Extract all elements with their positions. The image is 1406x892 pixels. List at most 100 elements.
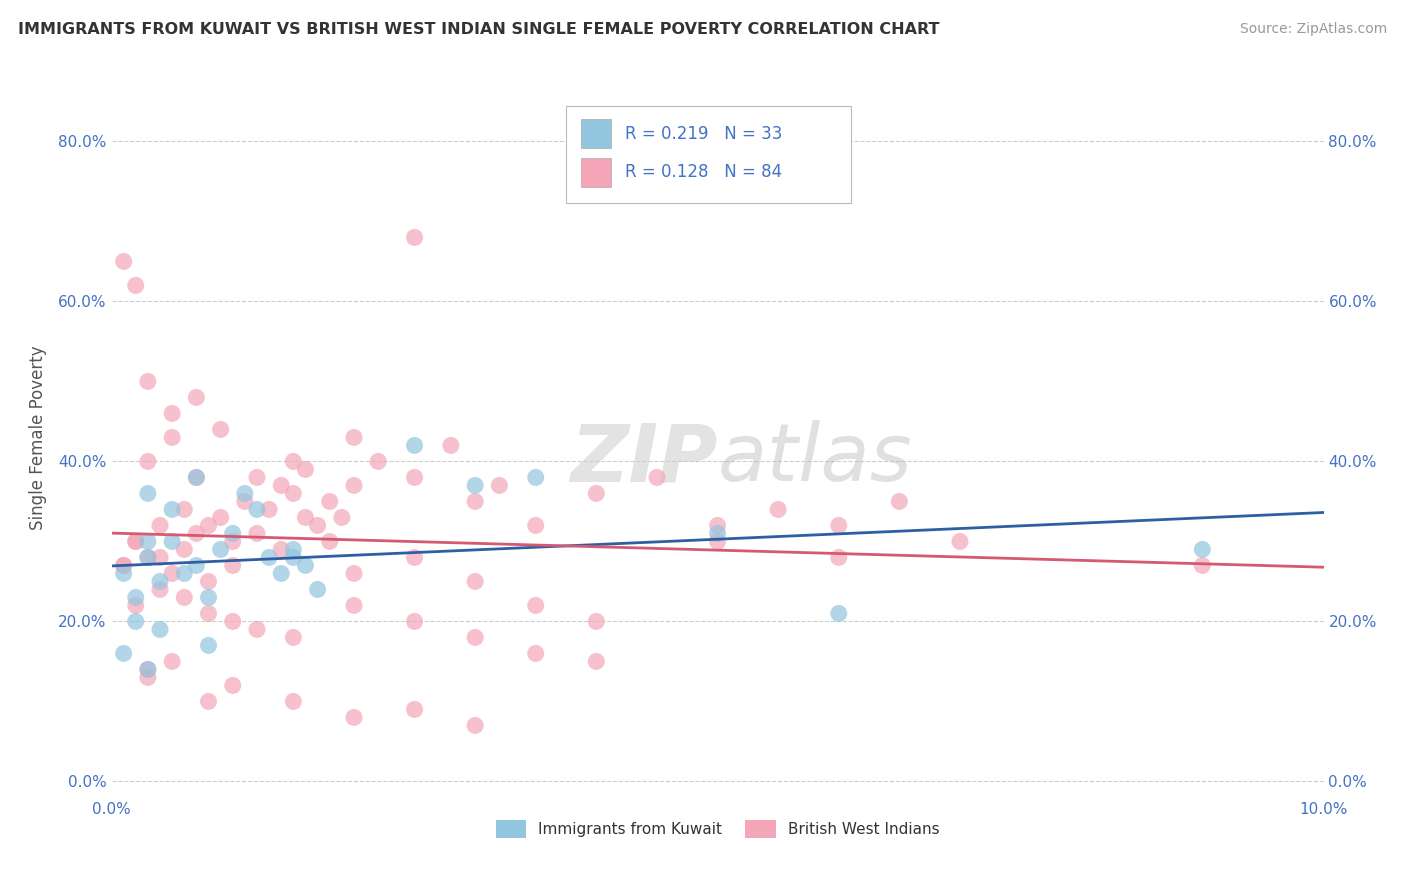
Point <box>828 518 851 533</box>
Point <box>318 534 340 549</box>
Point <box>186 558 208 573</box>
Point <box>222 678 245 692</box>
Point <box>294 558 316 573</box>
Point <box>706 518 728 533</box>
Point <box>186 526 208 541</box>
Point <box>186 470 208 484</box>
Point <box>125 591 148 605</box>
Text: R = 0.128   N = 84: R = 0.128 N = 84 <box>626 163 783 181</box>
Text: atlas: atlas <box>717 420 912 498</box>
Point <box>307 518 329 533</box>
Point <box>706 534 728 549</box>
Point <box>173 542 195 557</box>
Point <box>404 470 426 484</box>
Point <box>160 502 183 516</box>
Text: R = 0.219   N = 33: R = 0.219 N = 33 <box>626 125 783 143</box>
Text: Source: ZipAtlas.com: Source: ZipAtlas.com <box>1240 22 1388 37</box>
Point <box>209 510 232 524</box>
Point <box>149 574 172 589</box>
Point <box>197 518 219 533</box>
Point <box>136 662 159 676</box>
Point <box>112 254 135 268</box>
Point <box>233 494 256 508</box>
Point <box>197 694 219 708</box>
Legend: Immigrants from Kuwait, British West Indians: Immigrants from Kuwait, British West Ind… <box>489 814 946 844</box>
Point <box>125 534 148 549</box>
Point <box>222 534 245 549</box>
Point <box>367 454 389 468</box>
Point <box>149 623 172 637</box>
Point <box>464 718 486 732</box>
Bar <box>581 120 610 148</box>
Point <box>283 694 305 708</box>
Point <box>766 502 789 516</box>
Point <box>233 486 256 500</box>
Point <box>173 566 195 581</box>
Point <box>136 670 159 684</box>
Point <box>270 566 292 581</box>
Point <box>706 526 728 541</box>
Point <box>585 655 607 669</box>
Point <box>307 582 329 597</box>
Bar <box>581 158 610 187</box>
Point <box>464 478 486 492</box>
Point <box>197 574 219 589</box>
Point <box>440 438 463 452</box>
Point <box>160 407 183 421</box>
Point <box>464 574 486 589</box>
Point <box>246 502 269 516</box>
Point <box>186 470 208 484</box>
Point <box>585 615 607 629</box>
Point <box>149 518 172 533</box>
Point <box>404 230 426 244</box>
Point <box>125 534 148 549</box>
Point <box>149 582 172 597</box>
Point <box>270 478 292 492</box>
Point <box>197 607 219 621</box>
Point <box>343 599 366 613</box>
Point <box>524 470 547 484</box>
Point <box>343 710 366 724</box>
Point <box>246 470 269 484</box>
Point <box>112 558 135 573</box>
Point <box>186 391 208 405</box>
Point <box>136 662 159 676</box>
Point <box>160 655 183 669</box>
Point <box>488 478 510 492</box>
Point <box>343 430 366 444</box>
Point <box>246 623 269 637</box>
Point <box>112 558 135 573</box>
Point <box>343 566 366 581</box>
Point <box>209 422 232 436</box>
Point <box>404 438 426 452</box>
Point <box>125 615 148 629</box>
Point <box>257 502 280 516</box>
Point <box>294 510 316 524</box>
Point <box>246 526 269 541</box>
Point <box>524 518 547 533</box>
Y-axis label: Single Female Poverty: Single Female Poverty <box>30 345 46 530</box>
Point <box>585 486 607 500</box>
Point <box>330 510 353 524</box>
Point <box>160 430 183 444</box>
Point <box>524 647 547 661</box>
Point <box>149 550 172 565</box>
Point <box>136 550 159 565</box>
Point <box>270 542 292 557</box>
Text: IMMIGRANTS FROM KUWAIT VS BRITISH WEST INDIAN SINGLE FEMALE POVERTY CORRELATION : IMMIGRANTS FROM KUWAIT VS BRITISH WEST I… <box>18 22 939 37</box>
Point <box>209 542 232 557</box>
Point <box>464 494 486 508</box>
Point <box>1191 558 1213 573</box>
Point <box>464 631 486 645</box>
Point <box>524 599 547 613</box>
Point <box>283 631 305 645</box>
Point <box>136 375 159 389</box>
Point <box>222 558 245 573</box>
Point <box>283 486 305 500</box>
Point <box>828 550 851 565</box>
Point <box>136 534 159 549</box>
Point <box>112 566 135 581</box>
Point <box>318 494 340 508</box>
Point <box>136 454 159 468</box>
Point <box>197 639 219 653</box>
